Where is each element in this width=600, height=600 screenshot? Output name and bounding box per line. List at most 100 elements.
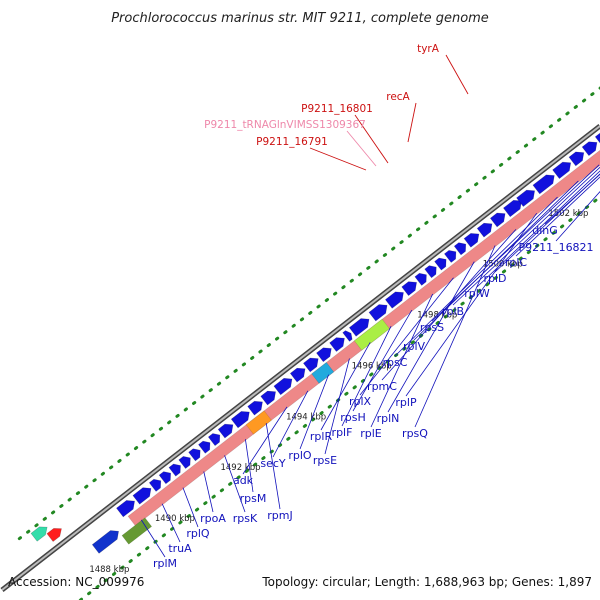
label-leader — [320, 342, 371, 431]
cds-arrow-shape — [384, 291, 404, 309]
label-leader — [414, 245, 496, 428]
cds-arrow-shape — [302, 357, 319, 373]
upper-label[interactable]: tyrA — [417, 43, 440, 55]
gene-label-P9211_16821[interactable]: P9211_16821 — [518, 241, 593, 254]
gene-label-rplV[interactable]: rplV — [403, 340, 426, 353]
cds-arrow — [168, 463, 181, 477]
gene-label-secY[interactable]: secY — [260, 457, 286, 470]
gene-label-rplP[interactable]: rplP — [395, 396, 417, 409]
tick-label: 1488 kbp — [89, 565, 129, 575]
cds-arrow — [414, 272, 427, 286]
cds-arrow — [217, 423, 234, 439]
gene-label-rplN[interactable]: rplN — [377, 412, 400, 425]
upper-label[interactable]: P9211_16791 — [256, 136, 328, 148]
cds-arrow — [289, 367, 306, 383]
upper-feature-shape — [30, 526, 48, 542]
gene-label-rplB[interactable]: rplB — [442, 305, 464, 318]
upper-label[interactable]: recA — [386, 91, 410, 103]
gene-label-rpmJ[interactable]: rpmJ — [267, 509, 292, 522]
upper-label[interactable]: P9211_tRNAGlnVIMSS1309367 — [204, 119, 366, 131]
gene-label-rpsE[interactable]: rpsE — [313, 454, 337, 467]
label-leader — [242, 406, 288, 475]
cds-arrow-shape — [247, 400, 263, 416]
label-leader — [387, 261, 475, 413]
label-leader — [203, 471, 214, 513]
dot-line — [78, 195, 600, 600]
cds-arrow-shape — [188, 448, 201, 462]
cds-arrow-shape — [503, 199, 522, 218]
cds-arrow-shape — [516, 189, 536, 207]
cds-arrow — [434, 257, 447, 271]
label-leader — [394, 196, 558, 357]
gene-label-rpsC[interactable]: rpsC — [383, 356, 408, 369]
cds-arrow-shape — [348, 318, 370, 337]
upper-feature-shape — [46, 528, 62, 542]
accession-text: Accession: NC_009976 — [8, 575, 144, 589]
gc-dot-lines — [17, 86, 600, 600]
upper-label[interactable]: P9211_16801 — [301, 103, 373, 115]
gene-label-rplX[interactable]: rplX — [349, 395, 372, 408]
gene-label-rpsS[interactable]: rpsS — [420, 321, 444, 334]
gene-label-rpmC[interactable]: rpmC — [367, 380, 397, 393]
cds-arrow-shape — [434, 257, 447, 271]
gene-label-rplM[interactable]: rplM — [153, 557, 177, 570]
gene-label-rpoA[interactable]: rpoA — [200, 512, 226, 525]
label-leader — [370, 293, 434, 428]
gene-label-rplW[interactable]: rplW — [464, 287, 490, 300]
cds-arrow-shape — [289, 367, 306, 383]
gene-label-rpsM[interactable]: rpsM — [240, 492, 267, 505]
operon-orange — [245, 410, 272, 435]
gene-label-rplR[interactable]: rplR — [310, 430, 333, 443]
cds-arrow-shape — [148, 478, 162, 492]
cds-arrow — [516, 189, 536, 207]
feature-layer — [30, 83, 600, 554]
upper-leader — [445, 54, 469, 95]
gene-label-rpsK[interactable]: rpsK — [233, 512, 258, 525]
cds-arrow-shape — [476, 222, 493, 238]
gene-label-truA[interactable]: truA — [168, 542, 192, 555]
cds-arrow-shape — [424, 265, 437, 279]
cds-arrow-shape — [168, 463, 181, 477]
cds-arrow-shape — [463, 233, 480, 248]
gene-label-dinG[interactable]: dinG — [532, 224, 558, 237]
cds-arrow — [424, 265, 437, 279]
cds-arrow — [342, 330, 353, 342]
gene-label-rplQ[interactable]: rplQ — [186, 527, 210, 540]
cds-arrow — [489, 212, 506, 228]
label-leader — [265, 422, 281, 510]
upper-feature — [30, 526, 48, 542]
tick-label: 1490 kbp — [155, 514, 195, 524]
upper-leader — [309, 147, 367, 171]
gene-label-rplE[interactable]: rplE — [360, 427, 382, 440]
gene-label-rpsH[interactable]: rpsH — [340, 411, 366, 424]
cds-arrow — [188, 448, 201, 462]
gene-label-rplF[interactable]: rplF — [332, 426, 353, 439]
gene-label-adk[interactable]: adk — [233, 474, 254, 487]
gene-label-rplO[interactable]: rplO — [288, 449, 312, 462]
cds-arrow-shape — [178, 456, 191, 469]
upper-feature — [46, 528, 62, 542]
cds-arrow-shape — [414, 272, 427, 286]
cds-arrow — [401, 281, 417, 296]
cds-arrow-shape — [116, 500, 135, 518]
cds-arrow-shape — [581, 141, 598, 157]
label-leader — [413, 180, 579, 341]
gene-label-rplD[interactable]: rplD — [483, 272, 506, 285]
operon-green — [353, 318, 390, 351]
cds-arrow-shape — [132, 487, 152, 505]
upper-leader — [354, 114, 389, 164]
cds-arrow — [148, 478, 162, 492]
gene-label-rpsQ[interactable]: rpsQ — [402, 427, 428, 440]
cds-arrow — [568, 151, 585, 167]
cds-arrow — [116, 500, 135, 518]
label-leader — [272, 390, 309, 458]
label-leader — [244, 439, 254, 493]
operon-cyan — [311, 361, 335, 384]
operon-cyan-shape — [311, 361, 335, 384]
cds-arrow-shape — [594, 131, 600, 146]
cds-arrow-shape — [198, 440, 211, 454]
tick-label: 1494 kbp — [286, 412, 326, 422]
gene-label-rplC[interactable]: rplC — [505, 256, 528, 269]
operon-orange-shape — [245, 410, 272, 435]
